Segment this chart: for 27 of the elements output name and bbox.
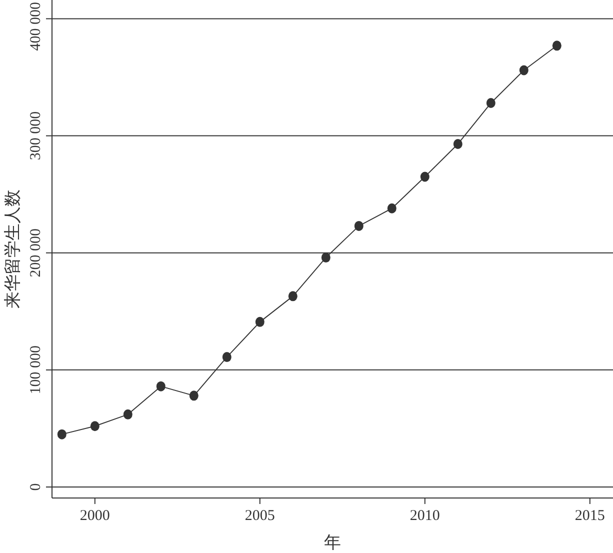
y-tick-label: 300 000 (28, 111, 44, 160)
point (90, 421, 100, 432)
point (519, 65, 528, 76)
point (123, 409, 132, 420)
y-tick-label: 100 000 (28, 346, 44, 394)
point (354, 220, 364, 231)
x-tick-label: 2015 (574, 508, 605, 524)
point (189, 390, 198, 401)
y-tick-label: 400 000 (28, 2, 44, 51)
point (486, 98, 496, 108)
x-axis-title: 年 (324, 533, 341, 552)
point (156, 381, 166, 392)
point (288, 291, 298, 302)
point (420, 172, 430, 182)
point (57, 429, 66, 440)
point (387, 203, 396, 214)
point (321, 252, 330, 263)
point (222, 352, 232, 362)
x-tick-label: 2005 (244, 508, 275, 524)
point (255, 316, 264, 327)
y-axis-title: 来华留学生人数 (3, 190, 22, 308)
y-tick-label: 0 (28, 483, 44, 491)
point (453, 138, 462, 149)
x-tick-label: 2010 (410, 508, 440, 524)
y-tick-label: 200 000 (28, 228, 44, 278)
point (552, 40, 562, 51)
x-tick-label: 2000 (80, 508, 110, 524)
